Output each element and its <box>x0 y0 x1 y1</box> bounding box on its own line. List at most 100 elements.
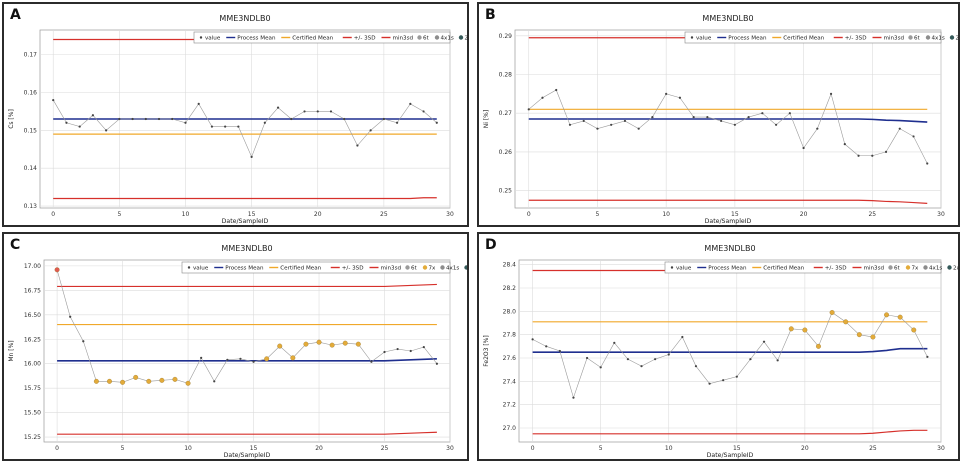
data-point <box>568 123 572 126</box>
chart-title: MME3NDLB0 <box>702 14 753 23</box>
data-point <box>541 96 544 99</box>
legend-box <box>193 31 451 44</box>
flagged-point-7x <box>843 319 849 325</box>
data-point <box>802 146 805 150</box>
chart-title: MME3NDLB0 <box>704 244 755 253</box>
legend-label: 6t <box>411 266 418 272</box>
data-point <box>52 98 55 102</box>
series-line--3sd <box>57 283 437 288</box>
x-tick-label: 0 <box>527 211 531 218</box>
data-point <box>226 358 229 361</box>
data-point <box>370 360 373 363</box>
legend-swatch-4x1s <box>923 265 928 270</box>
data-point <box>788 112 791 115</box>
legend-swatch-2x2s <box>458 35 464 40</box>
x-tick-label: 10 <box>665 445 673 452</box>
legend-swatch-6t <box>888 265 893 270</box>
legend-label: 4x1s <box>929 266 942 272</box>
y-tick-label: 27.2 <box>503 402 517 409</box>
data-point <box>596 127 599 130</box>
y-axis-label: Fe2O3 [%] <box>483 335 490 366</box>
y-tick-label: 28.0 <box>503 308 517 315</box>
legend-label: 2x2s <box>465 36 468 42</box>
legend-label: Process Mean <box>728 36 767 42</box>
y-tick-label: 0.25 <box>499 188 513 195</box>
data-point <box>184 121 187 124</box>
data-point <box>329 110 333 113</box>
y-tick-label: 17.00 <box>24 263 41 270</box>
legend-label: 2x2s <box>953 266 958 272</box>
y-tick-label: 27.6 <box>503 355 517 362</box>
data-point <box>213 380 216 383</box>
legend-label: min3sd <box>884 36 905 42</box>
legend-label: 4x1s <box>932 36 945 42</box>
legend: value Process Mean Certified Mean +/- 3SD mi… <box>684 31 958 44</box>
x-tick-label: 10 <box>182 211 190 218</box>
series-line-min3sd <box>53 197 437 200</box>
data-point <box>105 129 108 132</box>
flagged-point-7x <box>870 334 876 340</box>
x-tick-label: 10 <box>184 445 192 452</box>
data-point <box>263 121 266 124</box>
y-tick-label: 16.75 <box>24 287 41 294</box>
flagged-point-7x <box>133 374 139 380</box>
legend-label: value <box>676 266 692 272</box>
data-point <box>531 338 534 341</box>
data-point <box>829 92 833 95</box>
data-point <box>720 119 723 123</box>
data-point <box>239 357 242 360</box>
legend-box <box>664 261 942 274</box>
flagged-point-7x <box>264 356 270 362</box>
legend-label: Certified Mean <box>292 36 333 42</box>
x-tick-label: 0 <box>55 445 59 452</box>
flagged-point-7x <box>788 326 794 332</box>
x-tick-label: 20 <box>800 211 808 218</box>
grid <box>515 30 942 208</box>
legend-swatch-4x1s <box>440 265 445 270</box>
series-line-process-mean <box>528 118 928 123</box>
flagged-point-7x <box>911 327 917 333</box>
legend-label: value <box>205 36 221 42</box>
panel-label: D <box>485 237 497 253</box>
x-tick-label: 5 <box>121 445 125 452</box>
flagged-point-7x <box>93 378 99 384</box>
x-axis-label: Date/SampleID <box>707 452 754 459</box>
data-point <box>898 127 901 130</box>
chart-panel-c: C MME3NDLB0 0 5 10 15 20 25 30 15.25 15.50 15.75 16.… <box>2 232 469 461</box>
data-point <box>926 162 929 165</box>
y-tick-label: 0.16 <box>24 89 38 96</box>
flagged-point-7x <box>172 376 178 382</box>
legend-swatch-value <box>187 266 191 269</box>
y-tick-label: 28.4 <box>503 262 517 269</box>
y-tick-label: 0.29 <box>499 33 513 40</box>
data-point <box>623 119 627 123</box>
panel-label: C <box>10 237 20 253</box>
data-point <box>69 315 72 318</box>
y-tick-label: 16.00 <box>24 361 41 368</box>
x-tick-label: 20 <box>314 211 322 218</box>
data-point <box>545 345 548 348</box>
data-point <box>82 340 85 343</box>
legend-swatch-4x1s <box>434 35 440 40</box>
flagged-point-7x <box>120 379 126 385</box>
data-point <box>224 125 227 128</box>
chart-panel-d: D MME3NDLB0 0 5 10 15 20 25 30 27.0 27.2 27.4 27.6 27… <box>477 232 960 461</box>
data-point <box>613 341 616 344</box>
data-point <box>761 112 764 115</box>
flagged-point-7x <box>342 340 348 346</box>
legend-label: 6t <box>423 36 430 42</box>
y-tick-label: 27.0 <box>503 425 517 432</box>
chart-panel-b: B MME3NDLB0 0 5 10 15 20 25 30 0.25 0.26 0.27 0.28 0.… <box>477 2 960 227</box>
data-point <box>884 150 888 153</box>
chart-a-svg: A MME3NDLB0 0 5 10 15 20 25 30 0.13 0.14 0.15 0.16 0.… <box>8 7 468 225</box>
legend-swatch-6t <box>405 265 410 270</box>
legend-label: min3sd <box>864 266 885 272</box>
data-point <box>558 349 561 353</box>
legend-label: Certified Mean <box>763 266 804 272</box>
x-tick-label: 10 <box>662 211 670 218</box>
data-point <box>395 121 399 124</box>
flagged-point-7x <box>897 314 903 320</box>
data-point <box>678 96 682 99</box>
data-point <box>171 117 174 121</box>
data-point <box>527 108 530 111</box>
